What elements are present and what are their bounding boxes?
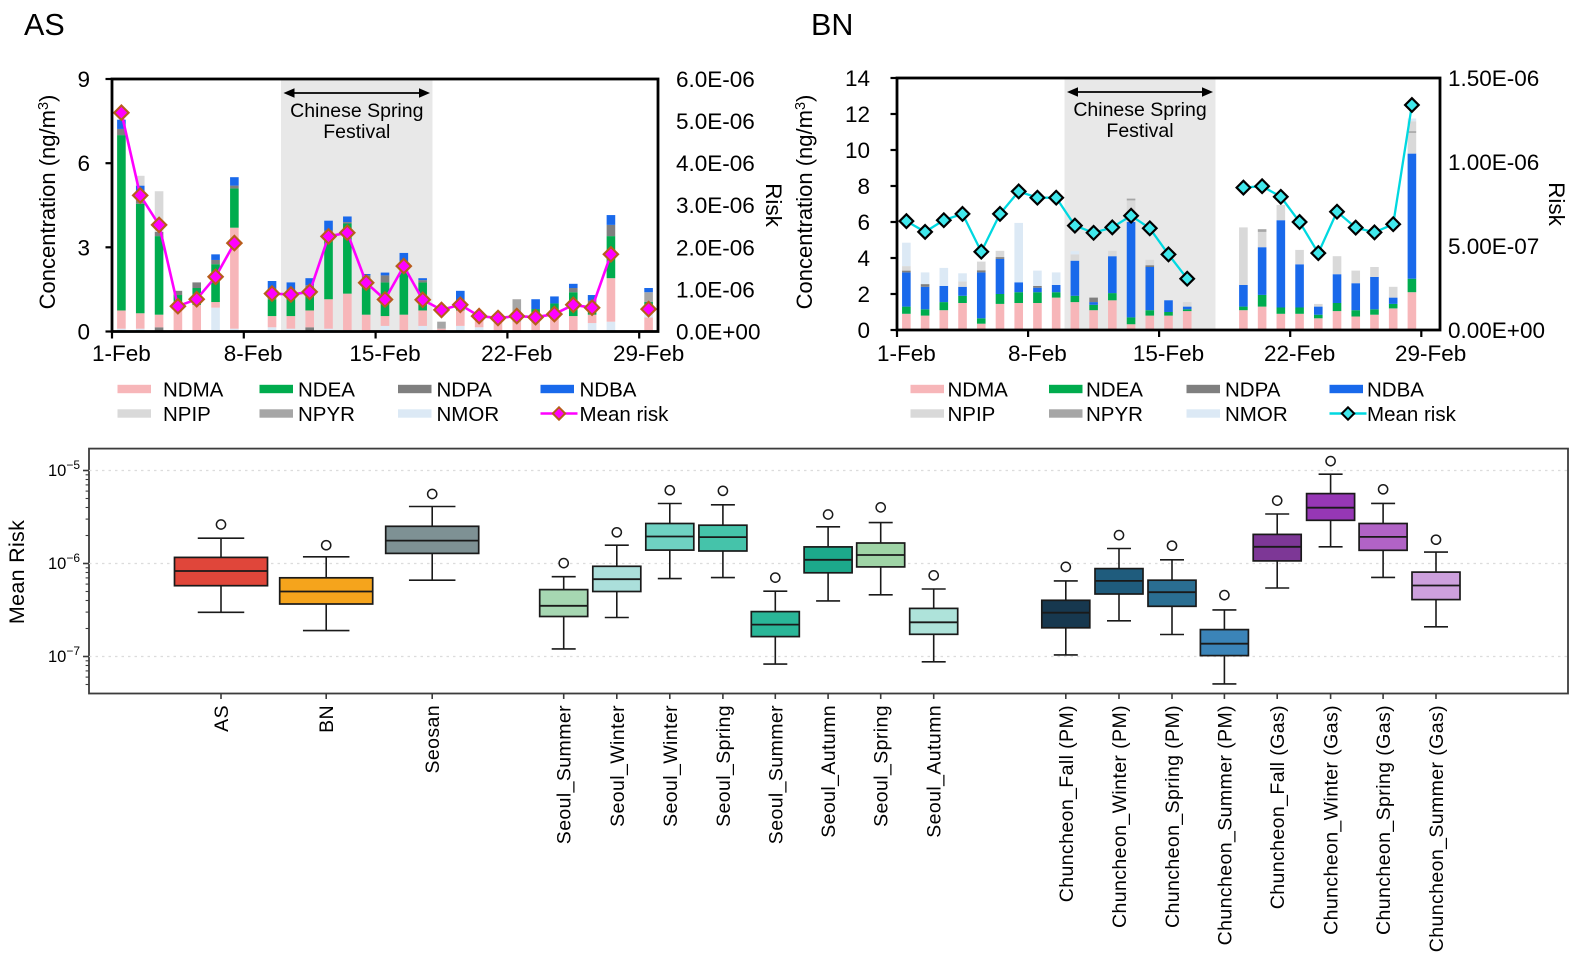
svg-text:Seoul_Winter: Seoul_Winter	[607, 705, 629, 827]
svg-text:NDEA: NDEA	[1086, 379, 1143, 402]
svg-text:12: 12	[845, 102, 870, 127]
svg-text:6: 6	[857, 210, 870, 235]
svg-text:Mean risk: Mean risk	[580, 403, 670, 426]
svg-text:29-Feb: 29-Feb	[1395, 341, 1466, 366]
svg-text:10: 10	[845, 138, 870, 163]
svg-text:Seoul_Summer: Seoul_Summer	[765, 705, 787, 844]
svg-text:Seoul_Spring: Seoul_Spring	[713, 705, 735, 827]
svg-text:5.0E-06: 5.0E-06	[676, 109, 755, 134]
svg-text:Chuncheon_Summer (Gas): Chuncheon_Summer (Gas)	[1426, 705, 1448, 952]
svg-text:Chuncheon_Winter (Gas): Chuncheon_Winter (Gas)	[1321, 705, 1343, 935]
svg-text:NDBA: NDBA	[1367, 379, 1424, 402]
svg-text:NDMA: NDMA	[163, 379, 224, 402]
svg-text:Seoul_Autumn: Seoul_Autumn	[818, 705, 840, 838]
svg-text:1-Feb: 1-Feb	[92, 341, 151, 366]
svg-text:AS: AS	[211, 705, 233, 732]
svg-text:NMOR: NMOR	[437, 403, 500, 426]
svg-text:Chuncheon_Winter (PM): Chuncheon_Winter (PM)	[1109, 705, 1131, 928]
svg-text:AS: AS	[24, 8, 65, 42]
svg-text:1.50E-06: 1.50E-06	[1448, 66, 1539, 91]
svg-text:Seoul_Spring: Seoul_Spring	[871, 705, 893, 827]
svg-text:Chinese Spring: Chinese Spring	[290, 100, 423, 122]
svg-text:Concentration (ng/m3): Concentration (ng/m3)	[35, 95, 60, 310]
svg-text:2: 2	[857, 282, 870, 307]
svg-text:NDBA: NDBA	[580, 379, 637, 402]
svg-text:Chuncheon_Fall (Gas): Chuncheon_Fall (Gas)	[1267, 705, 1289, 909]
svg-text:22-Feb: 22-Feb	[1264, 341, 1335, 366]
svg-text:0: 0	[857, 318, 870, 343]
svg-text:Chuncheon_Summer (PM): Chuncheon_Summer (PM)	[1214, 705, 1236, 945]
svg-text:5.00E-07: 5.00E-07	[1448, 234, 1539, 259]
svg-text:Mean Risk: Mean Risk	[5, 520, 29, 624]
svg-text:NDMA: NDMA	[948, 379, 1009, 402]
svg-text:NDPA: NDPA	[1225, 379, 1281, 402]
svg-text:0.00E+00: 0.00E+00	[1448, 318, 1545, 343]
svg-text:6.0E-06: 6.0E-06	[676, 67, 755, 92]
svg-text:4: 4	[857, 246, 870, 271]
svg-text:0.0E+00: 0.0E+00	[676, 320, 760, 345]
svg-text:3.0E-06: 3.0E-06	[676, 193, 755, 218]
svg-text:NDEA: NDEA	[298, 379, 355, 402]
svg-text:0: 0	[77, 320, 90, 345]
svg-text:4.0E-06: 4.0E-06	[676, 151, 755, 176]
svg-text:Seosan: Seosan	[422, 705, 444, 774]
svg-text:NDPA: NDPA	[437, 379, 493, 402]
svg-text:Festival: Festival	[323, 121, 390, 143]
svg-text:Festival: Festival	[1106, 120, 1173, 142]
svg-text:1.00E-06: 1.00E-06	[1448, 150, 1539, 175]
svg-text:6: 6	[77, 151, 90, 176]
svg-text:22-Feb: 22-Feb	[481, 341, 552, 366]
svg-text:Chuncheon_Spring (Gas): Chuncheon_Spring (Gas)	[1373, 705, 1395, 935]
svg-text:3: 3	[77, 235, 90, 260]
svg-text:8: 8	[857, 174, 870, 199]
svg-text:1-Feb: 1-Feb	[877, 341, 936, 366]
svg-text:Concentration (ng/m3): Concentration (ng/m3)	[792, 95, 817, 310]
svg-text:9: 9	[77, 67, 90, 92]
svg-text:Chuncheon_Fall (PM): Chuncheon_Fall (PM)	[1056, 705, 1078, 902]
svg-text:NMOR: NMOR	[1225, 403, 1288, 426]
svg-text:8-Feb: 8-Feb	[1008, 341, 1067, 366]
svg-text:Risk: Risk	[761, 183, 786, 227]
svg-text:8-Feb: 8-Feb	[224, 341, 283, 366]
svg-text:1.0E-06: 1.0E-06	[676, 277, 755, 302]
svg-text:15-Feb: 15-Feb	[349, 341, 420, 366]
svg-text:NPYR: NPYR	[1086, 403, 1143, 426]
svg-text:Seoul_Autumn: Seoul_Autumn	[924, 705, 946, 838]
svg-text:14: 14	[845, 66, 870, 91]
svg-text:NPYR: NPYR	[298, 403, 355, 426]
svg-text:Risk: Risk	[1544, 182, 1569, 226]
svg-text:BN: BN	[811, 8, 853, 42]
svg-text:NPIP: NPIP	[948, 403, 996, 426]
svg-text:15-Feb: 15-Feb	[1133, 341, 1204, 366]
svg-text:NPIP: NPIP	[163, 403, 211, 426]
svg-text:Chinese Spring: Chinese Spring	[1073, 99, 1206, 121]
svg-text:Seoul_Summer: Seoul_Summer	[554, 705, 576, 844]
svg-text:Seoul_Winter: Seoul_Winter	[660, 705, 682, 827]
svg-text:29-Feb: 29-Feb	[613, 341, 684, 366]
svg-text:Mean risk: Mean risk	[1367, 403, 1457, 426]
svg-text:2.0E-06: 2.0E-06	[676, 235, 755, 260]
svg-text:BN: BN	[316, 705, 338, 733]
svg-text:Chuncheon_Spring (PM): Chuncheon_Spring (PM)	[1162, 705, 1184, 928]
